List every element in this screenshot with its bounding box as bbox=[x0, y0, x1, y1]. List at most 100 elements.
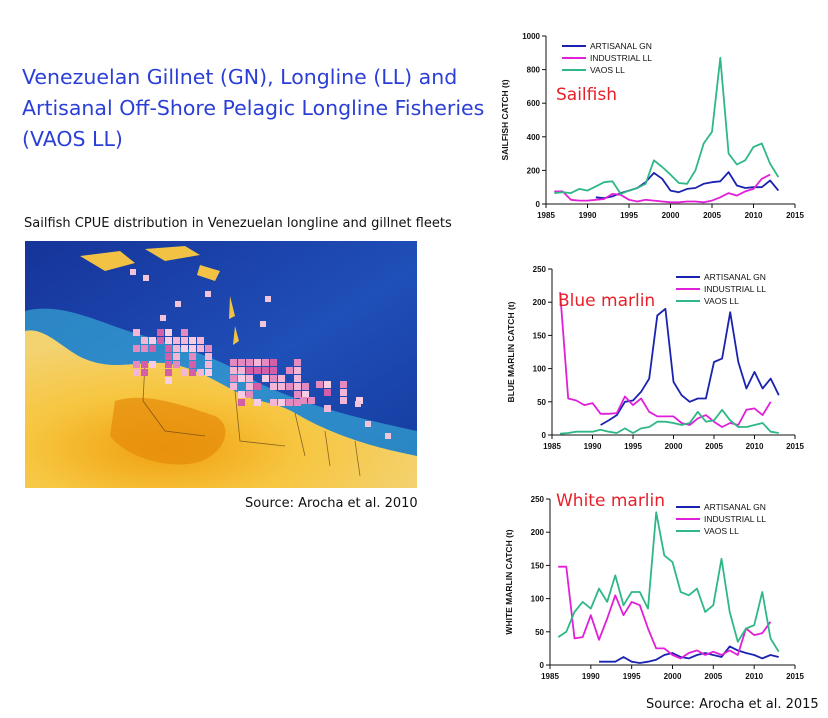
cpue-cell bbox=[262, 367, 269, 374]
cpue-cell bbox=[165, 361, 172, 368]
x-tick-label: 1990 bbox=[579, 211, 597, 220]
cpue-cell bbox=[181, 345, 188, 352]
y-tick-label: 800 bbox=[527, 66, 541, 75]
cpue-cell bbox=[270, 399, 277, 406]
x-tick-label: 2010 bbox=[745, 211, 763, 220]
chart-source: Source: Arocha et al. 2015 bbox=[646, 697, 819, 712]
cpue-cell bbox=[246, 367, 253, 374]
x-tick-label: 2005 bbox=[705, 442, 723, 451]
cpue-cell bbox=[205, 345, 212, 352]
legend-label: VAOS LL bbox=[590, 65, 625, 75]
cpue-cell bbox=[149, 361, 156, 368]
x-tick-label: 2010 bbox=[745, 672, 763, 681]
cpue-cell bbox=[165, 345, 172, 352]
page-title: Venezuelan Gillnet (GN), Longline (LL) a… bbox=[22, 65, 485, 151]
x-tick-label: 2015 bbox=[786, 672, 804, 681]
cpue-cell bbox=[205, 369, 212, 376]
cpue-cell bbox=[254, 359, 261, 366]
cpue-cell bbox=[355, 401, 361, 407]
cpue-cell bbox=[262, 359, 269, 366]
cpue-cell bbox=[157, 337, 164, 344]
y-tick-label: 250 bbox=[533, 265, 547, 274]
cpue-cell bbox=[308, 397, 315, 404]
x-tick-label: 2000 bbox=[665, 442, 683, 451]
cpue-cell bbox=[133, 345, 140, 352]
cpue-cell bbox=[230, 359, 237, 366]
cpue-cells bbox=[130, 269, 391, 439]
cpue-cell bbox=[294, 399, 301, 406]
cpue-cell bbox=[165, 337, 172, 344]
legend-label: INDUSTRIAL LL bbox=[590, 53, 652, 63]
cpue-cell bbox=[189, 353, 196, 360]
blue-marlin-catch-chart: 0 50 100 150 200 250 1985 1990 1995 2000 2005 2010 2… bbox=[506, 265, 804, 451]
y-axis-title: SAILFISH CATCH (t) bbox=[500, 79, 510, 160]
y-tick-label: 150 bbox=[533, 331, 547, 340]
series-line bbox=[599, 645, 779, 664]
x-tick-label: 1990 bbox=[584, 442, 602, 451]
cpue-cell bbox=[316, 381, 323, 388]
cpue-cell bbox=[230, 383, 237, 390]
y-tick-label: 1000 bbox=[522, 32, 540, 41]
y-tick-label: 0 bbox=[536, 200, 541, 209]
cpue-cell bbox=[294, 359, 301, 366]
y-tick-label: 100 bbox=[533, 365, 547, 374]
cpue-cell bbox=[254, 383, 261, 390]
cpue-cell bbox=[181, 369, 188, 376]
cpue-cell bbox=[175, 301, 181, 307]
legend-label: ARTISANAL GN bbox=[590, 41, 652, 51]
cpue-cell bbox=[157, 329, 164, 336]
series-line bbox=[554, 173, 771, 204]
y-axis-title: WHITE MARLIN CATCH (t) bbox=[504, 529, 514, 634]
cpue-cell bbox=[230, 375, 237, 382]
cpue-cell bbox=[238, 359, 245, 366]
cpue-cell bbox=[246, 383, 253, 390]
caribbean-islands bbox=[80, 246, 239, 345]
x-tick-label: 1990 bbox=[582, 672, 600, 681]
cpue-cell bbox=[197, 369, 204, 376]
x-tick-label: 2015 bbox=[786, 211, 804, 220]
cpue-cell bbox=[205, 353, 212, 360]
cpue-cell bbox=[141, 361, 148, 368]
cpue-cell bbox=[181, 329, 188, 336]
cpue-cell bbox=[149, 345, 156, 352]
x-tick-label: 1995 bbox=[620, 211, 638, 220]
cpue-cell bbox=[286, 367, 293, 374]
series-line bbox=[554, 56, 780, 195]
cpue-cell bbox=[286, 399, 293, 406]
cpue-cell bbox=[173, 353, 180, 360]
cpue-cell bbox=[246, 391, 253, 398]
y-tick-label: 0 bbox=[542, 431, 547, 440]
cpue-cell bbox=[246, 375, 253, 382]
species-label: Blue marlin bbox=[558, 291, 655, 311]
cpue-cell bbox=[141, 337, 148, 344]
cpue-cell bbox=[294, 367, 301, 374]
x-tick-label: 1985 bbox=[543, 442, 561, 451]
cpue-cell bbox=[270, 375, 277, 382]
x-tick-label: 2015 bbox=[786, 442, 804, 451]
map-source: Source: Arocha et al. 2010 bbox=[245, 496, 418, 511]
country-borders bbox=[142, 362, 361, 477]
x-tick-label: 2005 bbox=[704, 672, 722, 681]
cpue-cell bbox=[260, 321, 266, 327]
sailfish-catch-chart: 0 200 400 600 800 1000 1985 1990 1995 2000 2005 201… bbox=[500, 32, 804, 220]
cpue-cell bbox=[238, 391, 245, 398]
cpue-cell bbox=[133, 361, 140, 368]
series-line bbox=[558, 565, 772, 660]
cpue-cell bbox=[365, 421, 371, 427]
legend-label: VAOS LL bbox=[704, 296, 739, 306]
x-tick-label: 2000 bbox=[664, 672, 682, 681]
x-tick-label: 1995 bbox=[623, 672, 641, 681]
y-tick-label: 200 bbox=[533, 298, 547, 307]
cpue-cell bbox=[189, 361, 196, 368]
legend-label: INDUSTRIAL LL bbox=[704, 514, 766, 524]
species-label: Sailfish bbox=[556, 85, 617, 105]
y-tick-label: 250 bbox=[531, 495, 545, 504]
cpue-cell bbox=[160, 315, 166, 321]
legend-label: ARTISANAL GN bbox=[704, 502, 766, 512]
x-tick-label: 2005 bbox=[703, 211, 721, 220]
cpue-cell bbox=[324, 405, 331, 412]
cpue-cell bbox=[130, 269, 136, 275]
cpue-cell bbox=[286, 383, 293, 390]
cpue-cell bbox=[173, 361, 180, 368]
cpue-cell bbox=[173, 345, 180, 352]
